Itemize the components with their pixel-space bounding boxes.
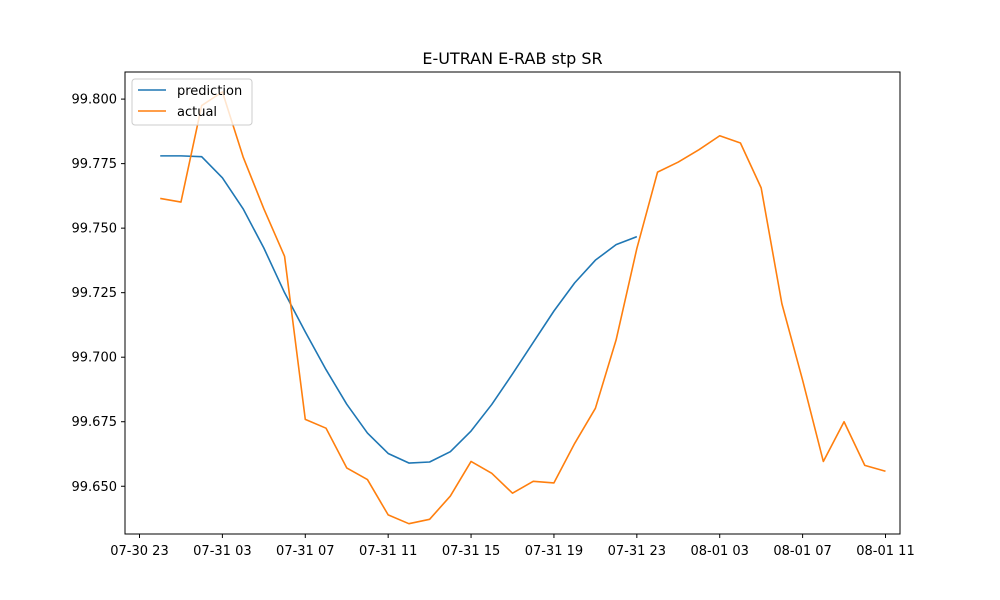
legend: prediction actual bbox=[131, 78, 253, 126]
x-tick-label: 08-01 03 bbox=[690, 544, 748, 559]
y-tick-label: 99.700 bbox=[72, 351, 118, 366]
y-axis: 99.650 99.675 99.700 99.725 99.750 99.775 99.8… bbox=[72, 93, 125, 495]
series-line-prediction bbox=[160, 155, 638, 464]
chart-title: E-UTRAN E-RAB stp SR bbox=[422, 49, 602, 68]
legend-label-actual: actual bbox=[177, 105, 217, 120]
y-tick-label: 99.675 bbox=[72, 415, 118, 430]
x-tick-label: 07-31 15 bbox=[442, 544, 500, 559]
y-tick-label: 99.725 bbox=[72, 286, 118, 301]
plot-frame bbox=[124, 71, 901, 535]
x-tick-label: 07-31 03 bbox=[193, 544, 251, 559]
series-line-actual bbox=[160, 91, 886, 525]
x-tick-label: 07-31 23 bbox=[608, 544, 666, 559]
series-layer bbox=[160, 91, 886, 525]
x-tick-label: 07-30 23 bbox=[110, 544, 168, 559]
legend-label-prediction: prediction bbox=[177, 84, 242, 99]
y-tick-label: 99.650 bbox=[72, 480, 118, 495]
y-tick-label: 99.750 bbox=[72, 222, 118, 237]
x-axis: 07-30 23 07-31 03 07-31 07 07-31 11 07-31 15… bbox=[110, 534, 915, 559]
x-tick-label: 08-01 11 bbox=[856, 544, 914, 559]
x-tick-label: 07-31 19 bbox=[525, 544, 583, 559]
x-tick-label: 07-31 11 bbox=[359, 544, 417, 559]
y-tick-label: 99.800 bbox=[72, 93, 118, 108]
x-tick-label: 07-31 07 bbox=[276, 544, 334, 559]
x-tick-label: 08-01 07 bbox=[773, 544, 831, 559]
y-tick-label: 99.775 bbox=[72, 157, 118, 172]
